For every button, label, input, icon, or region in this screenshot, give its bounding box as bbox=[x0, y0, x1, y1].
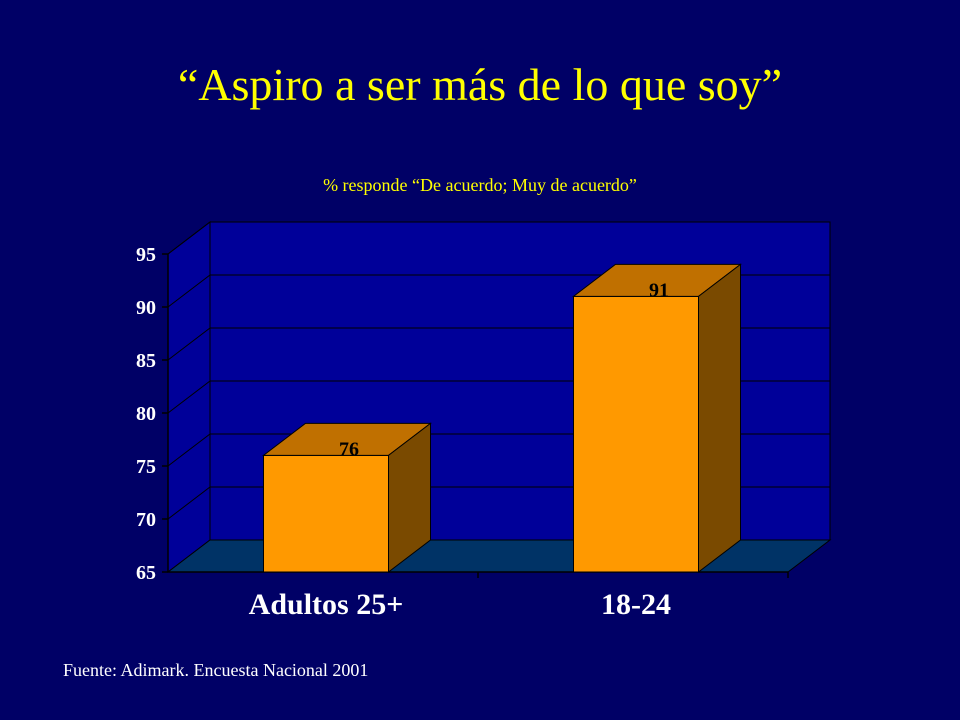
y-tick-label: 85 bbox=[136, 350, 156, 372]
y-tick-label: 80 bbox=[136, 403, 156, 425]
x-tick-label: Adultos 25+ bbox=[249, 588, 404, 621]
y-tick-label: 65 bbox=[136, 562, 156, 584]
bar-side bbox=[388, 422, 431, 574]
bar-front bbox=[573, 295, 699, 573]
data-label: 91 bbox=[649, 279, 669, 301]
y-tick-label: 95 bbox=[136, 244, 156, 266]
y-tick-label: 70 bbox=[136, 509, 156, 531]
y-tick-label: 90 bbox=[136, 297, 156, 319]
chart-subtitle: % responde “De acuerdo; Muy de acuerdo” bbox=[323, 175, 637, 195]
y-tick-label: 75 bbox=[136, 456, 156, 478]
data-label: 76 bbox=[339, 438, 359, 460]
bar bbox=[572, 263, 742, 574]
bar-side bbox=[698, 263, 741, 574]
gridline bbox=[167, 221, 830, 255]
bar bbox=[262, 422, 432, 574]
x-tick-label: 18-24 bbox=[601, 588, 671, 621]
bar-front bbox=[263, 454, 389, 573]
source-note: Fuente: Adimark. Encuesta Nacional 2001 bbox=[63, 660, 369, 680]
slide-title: “Aspiro a ser más de lo que soy” bbox=[177, 59, 783, 110]
